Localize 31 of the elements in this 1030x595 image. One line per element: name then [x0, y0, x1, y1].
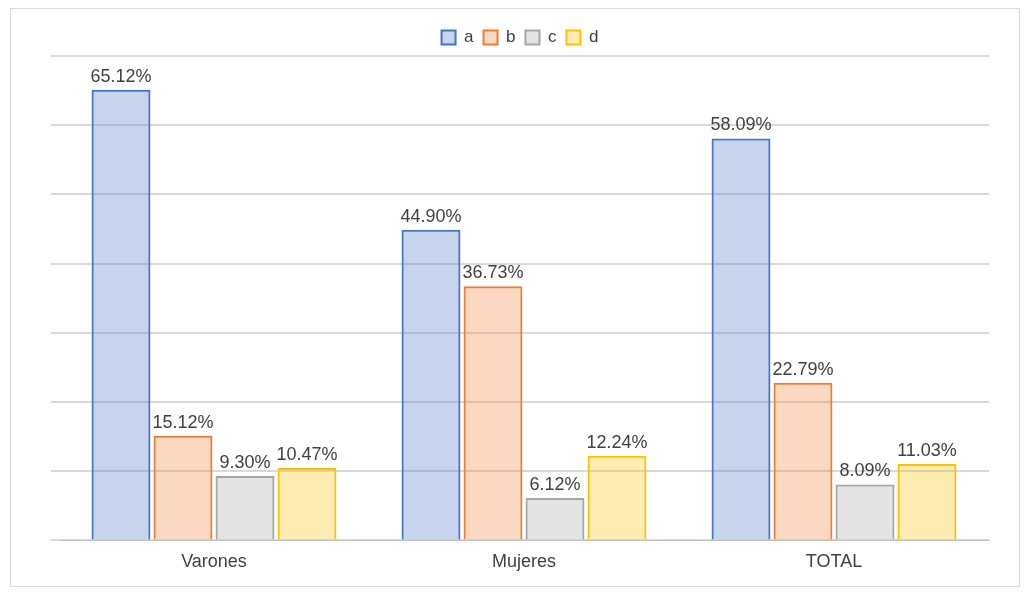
data-label: 8.09% — [839, 460, 891, 481]
bar — [773, 382, 833, 540]
data-label: 65.12% — [90, 65, 152, 86]
bar — [401, 229, 461, 540]
data-label: 36.73% — [462, 262, 524, 283]
legend-label: c — [547, 27, 557, 47]
data-label: 6.12% — [529, 474, 581, 495]
bar — [711, 138, 771, 540]
bar — [463, 286, 523, 540]
legend-label: a — [464, 27, 475, 47]
bar — [215, 476, 275, 540]
data-label: 11.03% — [897, 440, 957, 461]
bar — [277, 467, 337, 540]
x-tick-label: Mujeres — [491, 551, 557, 572]
data-label: 12.24% — [586, 431, 648, 452]
bar — [153, 435, 213, 540]
data-label: 58.09% — [710, 114, 772, 135]
data-label: 15.12% — [152, 411, 214, 432]
bar — [897, 464, 957, 540]
data-label: 22.79% — [772, 358, 834, 379]
bar — [525, 498, 585, 540]
data-label: 10.47% — [276, 443, 338, 464]
x-tick-label: Varones — [181, 551, 247, 572]
bar — [587, 455, 647, 540]
bar — [835, 484, 895, 540]
bar — [91, 89, 151, 540]
data-label: 9.30% — [219, 452, 271, 473]
data-label: 44.90% — [400, 205, 462, 226]
x-tick-label: TOTAL — [805, 551, 863, 572]
legend-label: b — [506, 27, 516, 47]
legend-label: d — [588, 27, 599, 47]
